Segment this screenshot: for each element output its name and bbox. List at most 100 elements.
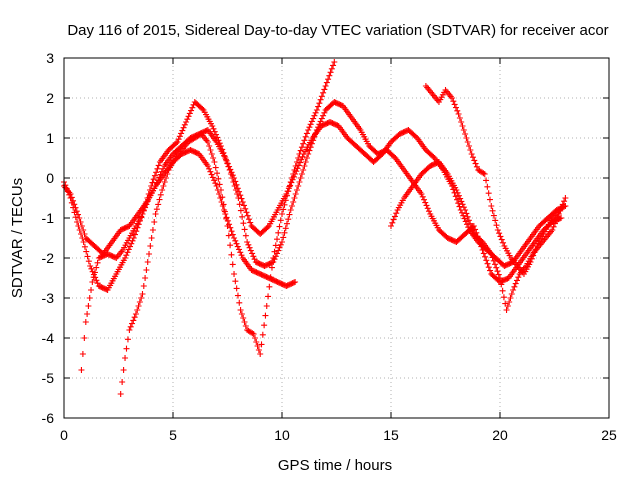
data-point — [128, 240, 135, 247]
data-point — [225, 163, 232, 170]
series-track-6 — [422, 83, 567, 277]
data-point — [460, 127, 467, 133]
data-point — [217, 143, 224, 149]
data-point — [310, 137, 317, 144]
data-point — [81, 243, 88, 250]
data-point — [189, 104, 196, 111]
data-point — [317, 118, 324, 125]
data-point — [452, 193, 459, 200]
data-point — [219, 146, 226, 153]
data-point — [269, 259, 276, 266]
data-point — [288, 179, 295, 186]
data-point — [239, 199, 246, 205]
data-point — [463, 221, 470, 228]
data-point — [504, 303, 511, 309]
data-point — [497, 275, 503, 281]
data-point — [508, 291, 515, 297]
data-point — [135, 303, 142, 309]
data-point — [451, 101, 458, 108]
data-point — [242, 232, 249, 239]
data-point — [457, 195, 464, 202]
data-point — [237, 249, 244, 256]
data-point — [318, 93, 325, 100]
data-point — [238, 195, 245, 202]
data-point — [562, 195, 569, 201]
data-point — [486, 196, 493, 203]
data-point — [216, 181, 223, 188]
y-tick-label: 3 — [46, 50, 54, 66]
data-point — [326, 72, 333, 79]
data-point — [490, 257, 497, 264]
data-point — [151, 172, 158, 179]
data-point — [144, 198, 151, 205]
data-point — [149, 227, 156, 233]
data-point — [132, 231, 139, 238]
data-point — [465, 217, 472, 224]
data-point — [469, 154, 476, 161]
data-point — [184, 116, 191, 123]
data-point — [454, 107, 461, 114]
data-point — [500, 294, 507, 301]
data-point — [459, 209, 466, 216]
data-point — [283, 220, 290, 227]
data-point — [160, 183, 167, 189]
data-point — [247, 219, 254, 226]
data-point — [558, 215, 565, 221]
data-point — [250, 253, 257, 260]
data-point — [316, 121, 323, 128]
data-point — [450, 98, 457, 105]
data-point — [212, 131, 219, 138]
data-point — [157, 191, 164, 198]
data-point — [301, 137, 308, 144]
data-point — [277, 241, 284, 248]
data-point — [315, 124, 322, 131]
data-point — [459, 123, 466, 129]
data-point — [246, 244, 253, 251]
data-point — [221, 208, 228, 215]
data-point — [325, 76, 332, 83]
data-point — [283, 192, 290, 199]
data-point — [496, 230, 503, 237]
data-point — [148, 235, 155, 241]
data-point — [236, 299, 243, 306]
data-point — [425, 208, 432, 215]
data-point — [318, 115, 325, 122]
data-point — [515, 274, 522, 281]
data-point — [140, 283, 147, 289]
data-point — [467, 147, 474, 153]
data-point — [231, 183, 238, 189]
data-point — [249, 250, 256, 257]
data-point — [462, 131, 469, 137]
data-point — [72, 214, 79, 221]
data-point — [185, 113, 192, 120]
data-point — [238, 311, 245, 317]
data-point — [216, 191, 223, 197]
data-point — [297, 175, 304, 181]
data-point — [175, 136, 182, 143]
data-point — [306, 147, 313, 154]
data-point — [312, 130, 319, 137]
data-point — [173, 140, 180, 147]
data-point — [139, 291, 146, 297]
data-point — [317, 96, 324, 103]
data-point — [87, 263, 94, 269]
data-point — [161, 179, 168, 185]
data-point — [310, 115, 317, 122]
data-point — [293, 159, 300, 165]
grid-lines — [64, 58, 609, 418]
data-point — [84, 311, 91, 317]
data-point — [212, 180, 219, 187]
data-point — [288, 175, 295, 181]
data-point — [295, 162, 302, 169]
data-point — [94, 259, 101, 266]
data-point — [454, 189, 461, 196]
data-point — [82, 319, 89, 325]
y-tick-label: -5 — [42, 370, 55, 386]
data-point — [462, 218, 469, 225]
data-point — [303, 130, 310, 137]
data-point — [241, 226, 248, 233]
data-point — [149, 179, 156, 186]
data-point — [500, 239, 507, 246]
data-point — [295, 155, 302, 161]
data-point — [212, 164, 219, 171]
